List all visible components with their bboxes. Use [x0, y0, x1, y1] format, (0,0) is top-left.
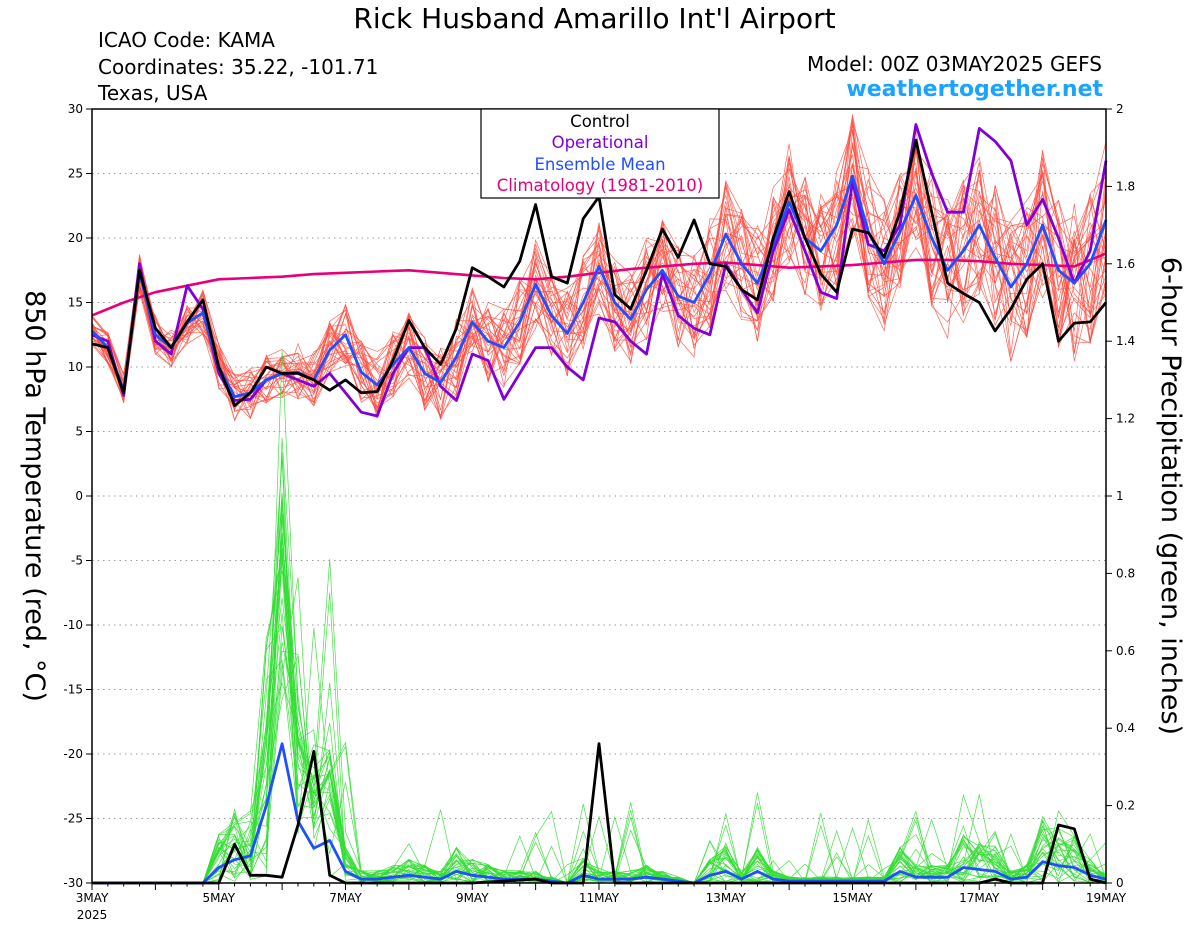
right-tick-label: 1.4 [1116, 334, 1135, 348]
member-precipitation-lines [92, 350, 1107, 884]
member-precip-line [92, 513, 1107, 884]
left-tick-label: 15 [68, 296, 83, 310]
member-precip-line [92, 553, 1107, 884]
legend-ensemble-mean: Ensemble Mean [534, 155, 665, 174]
member-temp-line [91, 171, 1107, 402]
legend: Control Operational Ensemble Mean Climat… [480, 108, 720, 199]
member-temp-line [91, 145, 1107, 421]
member-precip-line [92, 547, 1107, 884]
member-precip-line [92, 458, 1107, 884]
control-precip-line [92, 742, 1107, 885]
x-tick-label: 19MAY [1086, 891, 1127, 905]
member-temp-line [91, 171, 1107, 412]
right-tick-label: 1.6 [1116, 257, 1135, 271]
x-tick-label: 13MAY [706, 891, 747, 905]
left-tick-label: 20 [68, 231, 83, 245]
member-temp-line [91, 170, 1107, 413]
left-tick-label: -25 [63, 812, 83, 826]
right-tick-label: 0 [1116, 876, 1124, 890]
member-precip-line [92, 517, 1107, 884]
x-tick-sublabel: 2025 [77, 908, 108, 922]
x-tick-label: 15MAY [832, 891, 873, 905]
member-precip-line [92, 500, 1107, 884]
x-tick-label: 9MAY [456, 891, 489, 905]
left-tick-label: 5 [75, 425, 83, 439]
right-tick-label: 1.2 [1116, 412, 1135, 426]
right-tick-label: 1.8 [1116, 179, 1135, 193]
legend-control: Control [570, 112, 630, 131]
right-tick-label: 0.2 [1116, 799, 1135, 813]
member-precip-line [92, 570, 1107, 884]
member-precip-line [92, 492, 1107, 884]
right-tick-label: 1 [1116, 489, 1124, 503]
member-temp-line [91, 144, 1107, 406]
member-precip-line [92, 539, 1107, 884]
left-tick-label: 10 [68, 360, 83, 374]
coordinates: Coordinates: 35.22, -101.71 [98, 55, 379, 79]
left-tick-label: -30 [63, 876, 83, 890]
legend-operational: Operational [552, 133, 649, 152]
left-tick-label: -20 [63, 747, 83, 761]
member-temp-line [91, 149, 1107, 404]
x-tick-label: 7MAY [329, 891, 362, 905]
right-tick-label: 2 [1116, 102, 1124, 116]
right-axis-title: 6-hour Precipitation (green, inches) [1155, 257, 1186, 735]
left-tick-label: 0 [75, 489, 83, 503]
x-tick-label: 5MAY [202, 891, 235, 905]
member-temp-line [91, 185, 1107, 405]
legend-climatology: Climatology (1981-2010) [497, 176, 703, 195]
climatology-line [91, 252, 1107, 317]
right-tick-label: 0.4 [1116, 721, 1135, 735]
left-axis-title: 850 hPa Temperature (red, °C) [19, 290, 50, 702]
right-tick-label: 0.8 [1116, 566, 1135, 580]
axes: 302520151050-5-10-15-20-25-3021.81.61.41… [63, 102, 1135, 922]
x-tick-label: 3MAY [76, 891, 109, 905]
right-tick-label: 0.6 [1116, 644, 1135, 658]
icao-code: ICAO Code: KAMA [98, 28, 275, 52]
member-precip-line [92, 537, 1107, 884]
legend-box [480, 108, 720, 199]
member-precip-line [92, 350, 1107, 884]
region: Texas, USA [98, 81, 208, 105]
operational-line [91, 123, 1108, 418]
left-tick-label: -15 [63, 683, 83, 697]
member-temp-line [91, 129, 1107, 409]
left-tick-label: 30 [68, 102, 83, 116]
x-tick-label: 17MAY [959, 891, 1000, 905]
site-link[interactable]: weathertogether.net [846, 77, 1103, 102]
member-precip-line [92, 532, 1107, 884]
member-precip-line [92, 597, 1107, 884]
ensemble-mean-line [90, 174, 1108, 399]
left-tick-label: -10 [63, 618, 83, 632]
left-tick-label: -5 [71, 554, 83, 568]
model-run: Model: 00Z 03MAY2025 GEFS [807, 52, 1102, 76]
x-tick-label: 11MAY [579, 891, 620, 905]
chart-title: Rick Husband Amarillo Int'l Airport [353, 2, 836, 35]
left-tick-label: 25 [68, 167, 83, 181]
member-precip-line [92, 494, 1107, 884]
ensemble-mean-precip-line [92, 742, 1107, 885]
